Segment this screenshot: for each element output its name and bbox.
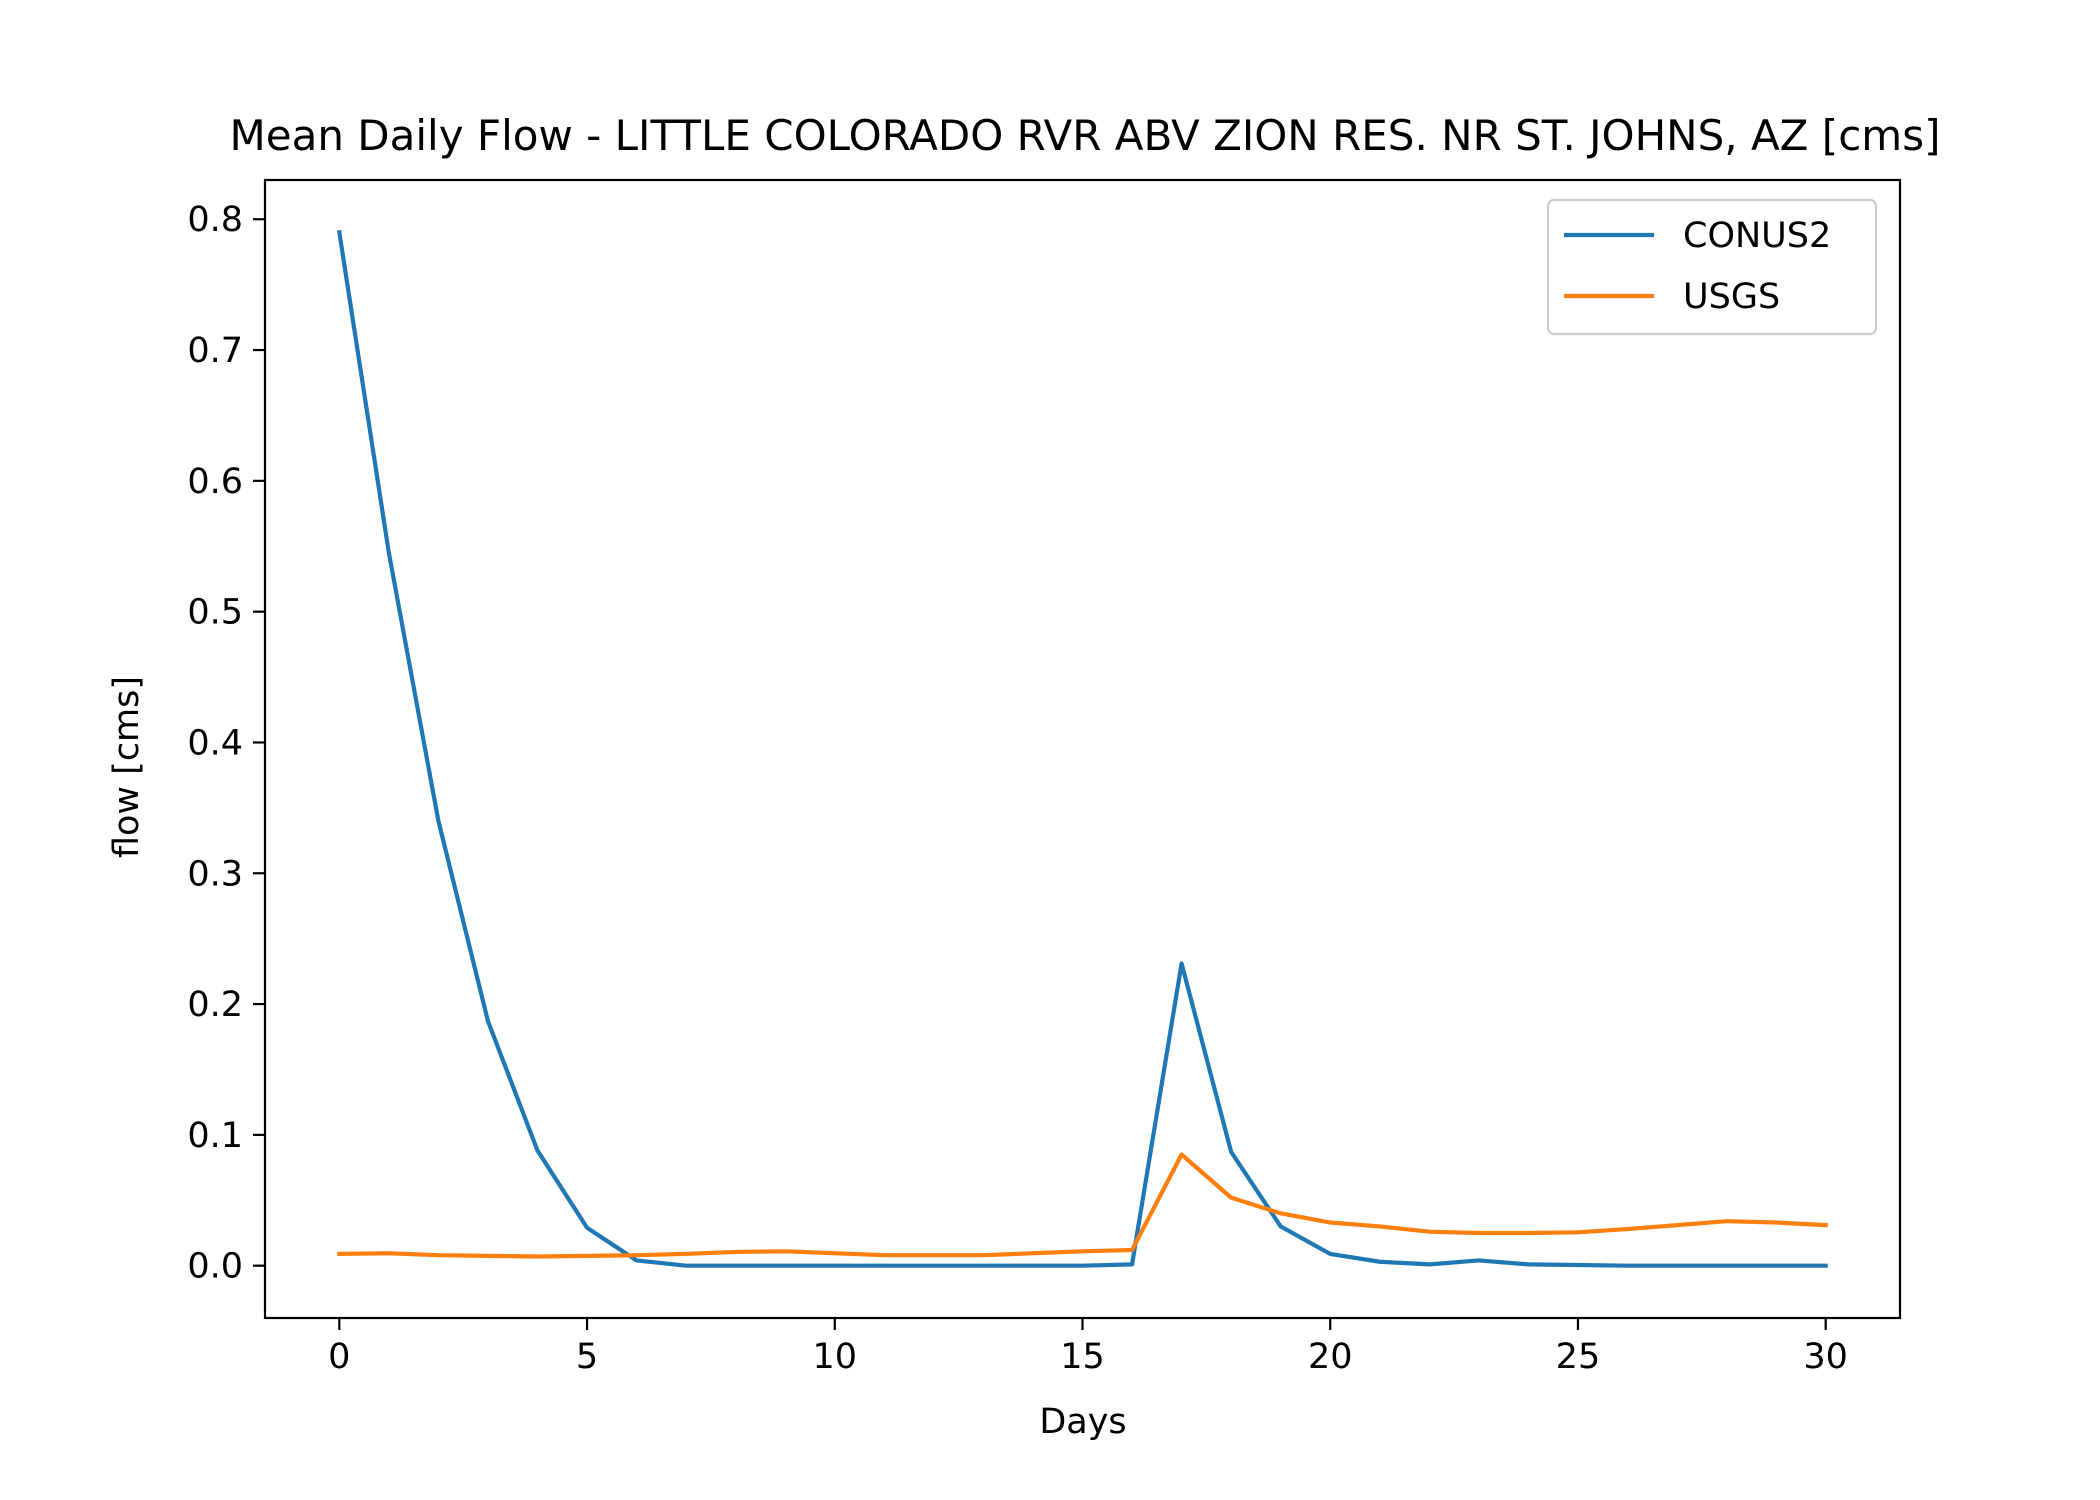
x-tick-label: 25 bbox=[1556, 1337, 1601, 1377]
y-tick-label: 0.2 bbox=[187, 985, 243, 1025]
y-tick-label: 0.5 bbox=[187, 593, 243, 633]
y-tick-label: 0.6 bbox=[187, 462, 243, 502]
y-tick-label: 0.3 bbox=[187, 854, 243, 894]
y-tick-label: 0.0 bbox=[187, 1247, 243, 1287]
y-tick-label: 0.8 bbox=[187, 200, 243, 240]
axes: 0 5 10 15 20 25 30 0.0 0.1 0.2 0.3 0.4 0.5 0.6 0.7 0.8 bbox=[187, 178, 1902, 1377]
legend-label-conus2: CONUS2 bbox=[1683, 216, 1831, 256]
x-tick-label: 0 bbox=[328, 1337, 350, 1377]
x-tick-label: 30 bbox=[1803, 1337, 1848, 1377]
x-tick-label: 20 bbox=[1308, 1337, 1353, 1377]
x-tick-label: 10 bbox=[812, 1337, 857, 1377]
y-tick-label: 0.1 bbox=[187, 1116, 243, 1156]
series-line-conus2 bbox=[336, 229, 1828, 1268]
y-tick-label: 0.7 bbox=[187, 331, 243, 371]
series-line-usgs bbox=[337, 1152, 1828, 1259]
chart-title: Mean Daily Flow - LITTLE COLORADO RVR AB… bbox=[230, 111, 1941, 160]
x-axis-label: Days bbox=[1039, 1402, 1126, 1442]
x-tick-label: 15 bbox=[1060, 1337, 1105, 1377]
plot-area bbox=[336, 229, 1828, 1268]
legend: CONUS2 USGS bbox=[1546, 198, 1878, 336]
x-tick-label: 5 bbox=[576, 1337, 598, 1377]
legend-label-usgs: USGS bbox=[1683, 277, 1780, 317]
y-tick-label: 0.4 bbox=[187, 723, 243, 763]
y-axis-label: flow [cms] bbox=[107, 676, 147, 858]
